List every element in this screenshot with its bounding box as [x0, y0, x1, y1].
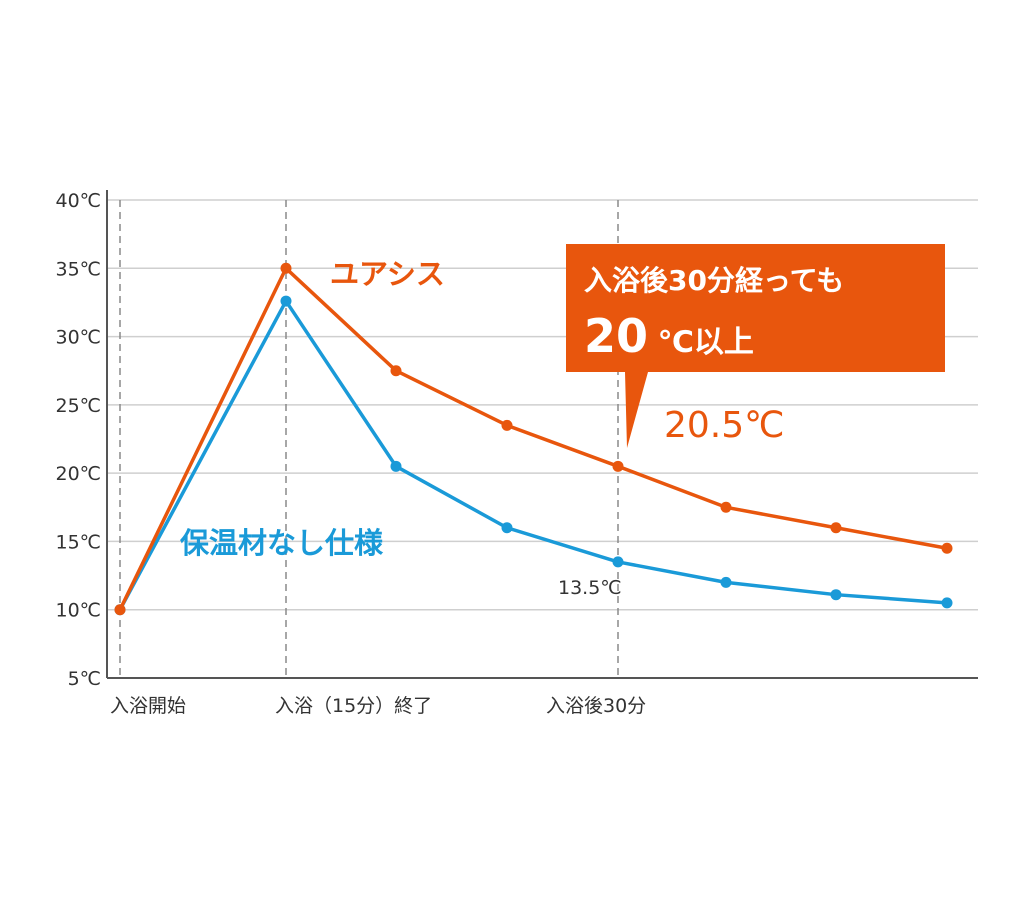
data-point: [114, 604, 126, 616]
y-tick-label: 30℃: [55, 327, 101, 349]
y-tick-label: 15℃: [55, 531, 101, 553]
data-point: [720, 501, 732, 513]
x-category-label: 入浴開始: [110, 695, 186, 717]
data-point: [501, 522, 513, 534]
data-point: [830, 589, 842, 601]
callout-number: 20: [584, 309, 648, 363]
y-tick-label: 10℃: [55, 600, 101, 622]
data-point: [501, 419, 513, 431]
callout: 入浴後30分経っても 20 ℃以上: [566, 244, 945, 448]
series-line: [118, 299, 948, 611]
blue-value-label: 13.5℃: [558, 577, 622, 599]
y-tick-label: 40℃: [55, 190, 101, 212]
orange-value-label: 20.5℃: [664, 405, 785, 446]
data-point: [941, 597, 953, 609]
series-label-yuasis: ユアシス: [330, 257, 445, 291]
data-point: [830, 522, 842, 534]
data-point: [941, 542, 953, 554]
x-category-label: 入浴後30分: [546, 695, 646, 717]
y-tick-label: 25℃: [55, 395, 101, 417]
x-category-label: 入浴（15分）終了: [275, 695, 432, 717]
y-tick-label: 20℃: [55, 463, 101, 485]
data-point: [390, 460, 402, 472]
data-point: [280, 262, 292, 274]
data-point: [720, 576, 732, 588]
callout-suffix: ℃以上: [658, 325, 754, 360]
y-tick-label: 5℃: [68, 668, 101, 690]
series: [114, 262, 953, 616]
data-point: [612, 460, 624, 472]
series-line: [118, 266, 948, 611]
callout-line-1: 入浴後30分経っても: [584, 264, 844, 297]
y-tick-label: 35℃: [55, 258, 101, 280]
callout-box: [566, 244, 945, 448]
callout-line-2: 20 ℃以上: [584, 309, 754, 363]
data-point: [612, 556, 624, 568]
series-label-no-insulation: 保温材なし仕様: [179, 526, 384, 560]
data-point: [390, 365, 402, 377]
axes: 5℃ 10℃ 15℃ 20℃ 25℃ 30℃ 35℃ 40℃ 入浴開始 入浴（15分）終了 入浴後3…: [55, 190, 978, 717]
data-point: [280, 295, 292, 307]
